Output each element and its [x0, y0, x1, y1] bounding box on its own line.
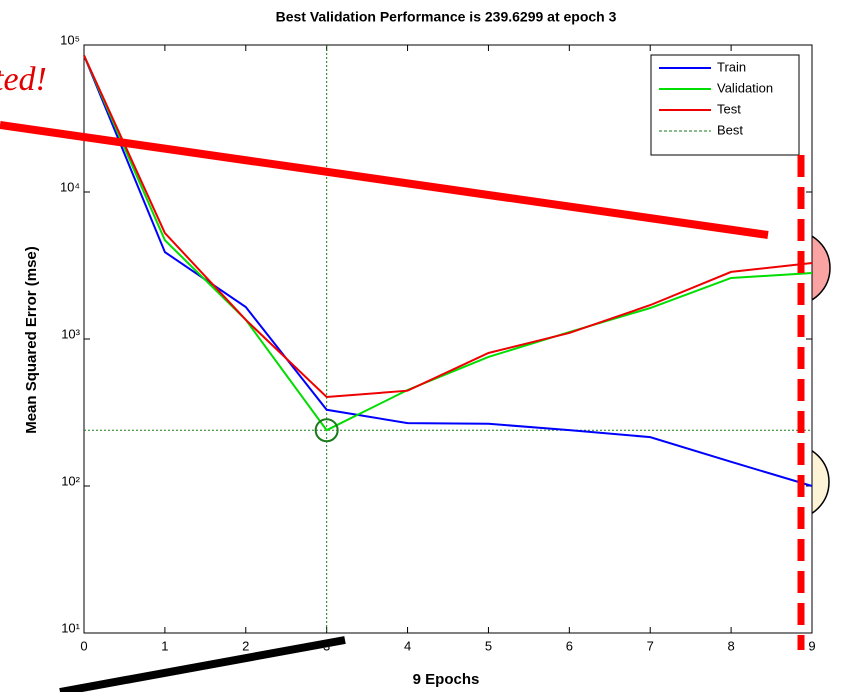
y-tick-label: 10¹ [61, 620, 80, 635]
x-axis-label: 9 Epochs [413, 671, 480, 688]
y-tick-label: 10⁴ [60, 179, 80, 194]
chart-title: Best Validation Performance is 239.6299 … [276, 9, 617, 25]
x-tick-label: 2 [242, 638, 249, 653]
y-axis-label: Mean Squared Error (mse) [23, 246, 40, 434]
y-tick-label: 10⁵ [60, 32, 80, 47]
annotation-arrow [59, 636, 346, 692]
annotation-text: ted! [0, 61, 47, 98]
y-tick-label: 10² [61, 473, 80, 488]
best-marker [314, 418, 339, 443]
x-tick-label: 9 [808, 638, 815, 653]
legend-label: Validation [717, 80, 773, 95]
legend-box [650, 54, 800, 156]
x-tick-label: 6 [566, 638, 573, 653]
x-tick-label: 8 [727, 638, 734, 653]
series-line [83, 54, 813, 399]
series-line [83, 54, 813, 432]
x-tick-label: 4 [404, 638, 411, 653]
y-tick-label: 10³ [61, 326, 80, 341]
annotation-arrow [0, 121, 769, 239]
plot: 10¹10²10³10⁴10⁵0123456789TrainValidation… [60, 32, 816, 653]
legend-label: Test [717, 101, 741, 116]
x-tick-label: 1 [161, 638, 168, 653]
x-tick-label: 5 [485, 638, 492, 653]
x-tick-label: 0 [80, 638, 87, 653]
legend-label: Best [717, 122, 743, 137]
x-tick-label: 7 [647, 638, 654, 653]
legend-label: Train [717, 59, 746, 74]
